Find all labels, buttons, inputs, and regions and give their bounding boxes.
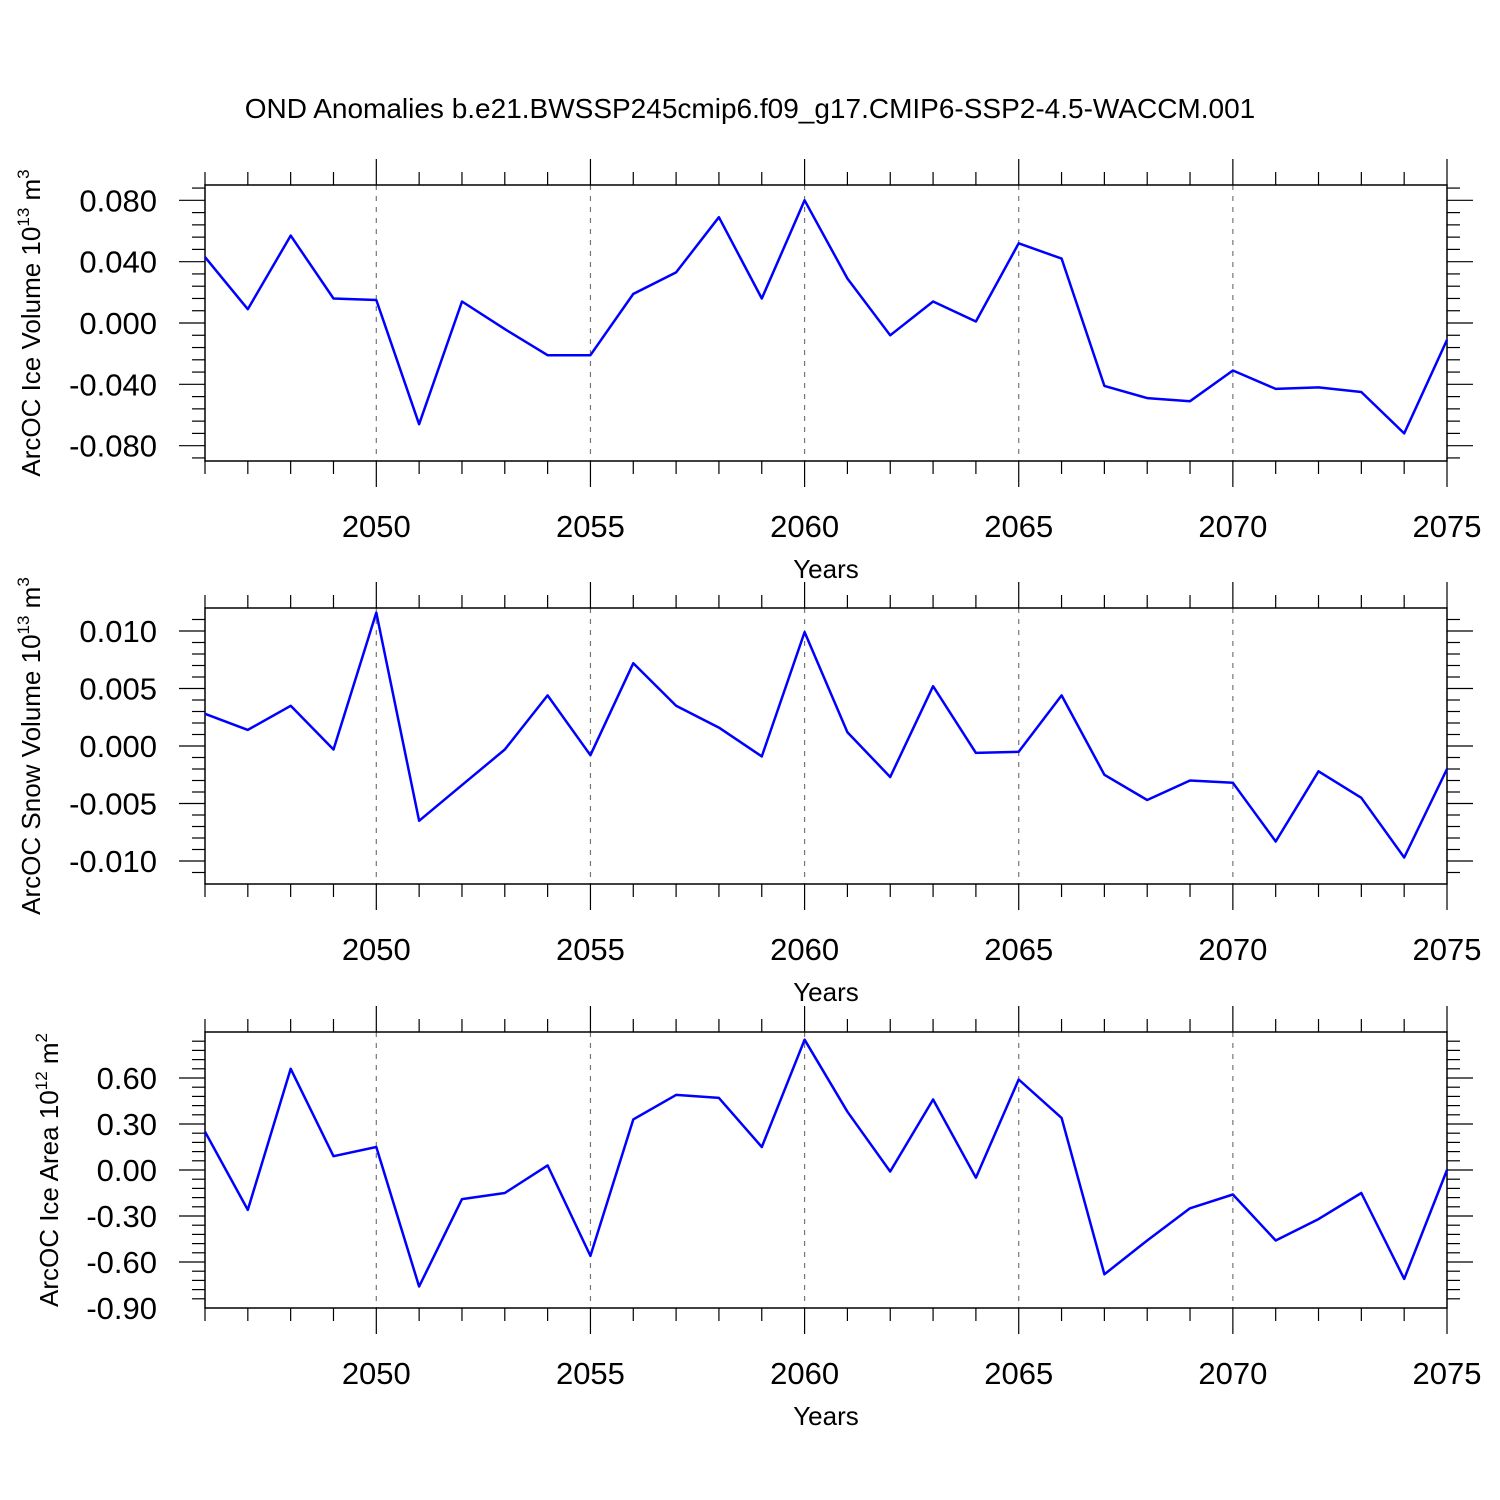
x-axis-label: Years: [793, 1401, 859, 1431]
x-tick-label: 2050: [342, 932, 411, 967]
ice-volume-panel: -0.080 -0.040 0.000 0.040 0.080 2050 2055 2060 2…: [14, 159, 1481, 584]
y-tick-label: -0.080: [69, 429, 157, 464]
x-tick-label: 2065: [984, 1356, 1053, 1391]
x-tick-label: 2055: [556, 509, 625, 544]
y-tick-label: 0.30: [97, 1107, 157, 1142]
x-tick-label: 2055: [556, 932, 625, 967]
x-tick-label: 2050: [342, 1356, 411, 1391]
ice-area-panel: -0.90 -0.60 -0.30 0.00 0.30 0.60 2050 2055 2060 2…: [32, 1006, 1481, 1431]
x-tick-label: 2060: [770, 932, 839, 967]
x-tick-label: 2075: [1413, 509, 1482, 544]
x-tick-label: 2065: [984, 932, 1053, 967]
y-tick-label: -0.040: [69, 367, 157, 402]
x-tick-label: 2050: [342, 509, 411, 544]
y-tick-label: 0.080: [79, 183, 157, 218]
y-tick-label: 0.040: [79, 245, 157, 280]
y-tick-label: 0.00: [97, 1153, 157, 1188]
snow-volume-panel: -0.010 -0.005 0.000 0.005 0.010 2050 2055 2060 2…: [14, 577, 1481, 1007]
y-axis-label: ArcOC Ice Area 1012 m2: [32, 1033, 64, 1307]
x-tick-label: 2075: [1413, 932, 1482, 967]
y-axis-label: ArcOC Ice Volume 1013 m3: [14, 169, 46, 476]
series-line: [204, 611, 1449, 859]
x-tick-label: 2070: [1198, 1356, 1267, 1391]
x-tick-label: 2065: [984, 509, 1053, 544]
plot-frame: [204, 607, 1448, 885]
y-tick-label: -0.005: [69, 787, 157, 822]
series-line: [204, 199, 1449, 435]
x-tick-label: 2070: [1198, 932, 1267, 967]
figure-title: OND Anomalies b.e21.BWSSP245cmip6.f09_g1…: [245, 93, 1256, 124]
plot-frame: [204, 184, 1448, 462]
y-tick-label: 0.010: [79, 614, 157, 649]
x-axis-label: Years: [793, 554, 859, 584]
y-tick-label: -0.30: [86, 1199, 157, 1234]
y-axis-label: ArcOC Snow Volume 1013 m3: [14, 577, 46, 915]
x-tick-label: 2070: [1198, 509, 1267, 544]
y-tick-label: 0.005: [79, 672, 157, 707]
x-tick-label: 2055: [556, 1356, 625, 1391]
series-line: [203, 1038, 1449, 1288]
x-tick-label: 2075: [1413, 1356, 1482, 1391]
x-tick-label: 2060: [770, 509, 839, 544]
x-axis-label: Years: [793, 977, 859, 1007]
y-tick-label: 0.60: [97, 1061, 157, 1096]
y-tick-label: 0.000: [79, 729, 157, 764]
y-tick-label: -0.90: [86, 1291, 157, 1326]
y-tick-label: -0.60: [86, 1245, 157, 1280]
x-tick-label: 2060: [770, 1356, 839, 1391]
y-tick-label: -0.010: [69, 844, 157, 879]
y-tick-label: 0.000: [79, 306, 157, 341]
